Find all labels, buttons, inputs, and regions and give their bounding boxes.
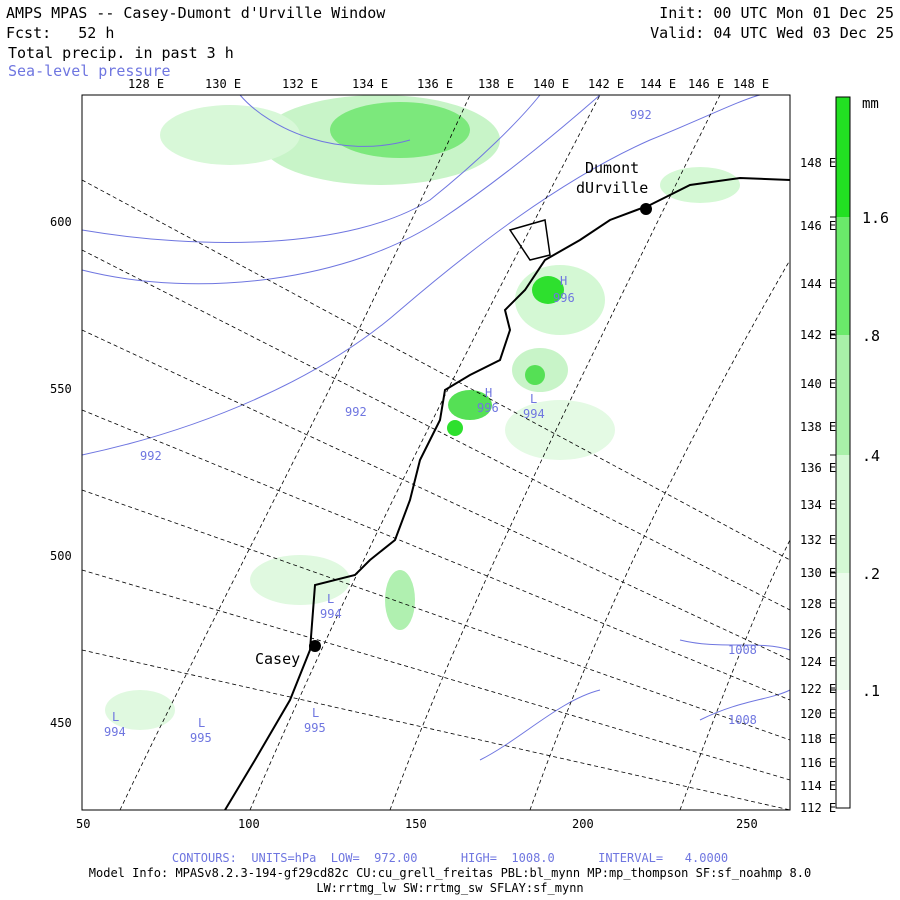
colorbar-swatch [836, 690, 850, 808]
pressure-label: 995 [190, 731, 212, 745]
pressure-labels: 992 992 992 H 996 H 996 L 994 L 994 L 99… [104, 108, 757, 745]
pressure-label: L [530, 392, 537, 406]
model-info: Model Info: MPASv8.2.3-194-gf29cd82c CU:… [88, 866, 812, 880]
precip-shading [105, 95, 740, 730]
y-tick-label: 550 [50, 382, 72, 396]
pressure-label: 992 [630, 108, 652, 122]
latlon-grid [81, 94, 791, 811]
pressure-label: 996 [553, 291, 575, 305]
right-lon-label: 136 E [800, 461, 836, 475]
top-lon-label: 148 E [733, 77, 769, 91]
pressure-label: 992 [345, 405, 367, 419]
pressure-label: 994 [523, 407, 545, 421]
right-lon-labels: 148 E 146 E 144 E 142 E 140 E 138 E 136 … [800, 156, 836, 815]
right-lon-label: 132 E [800, 533, 836, 547]
ice-shelf-outline [508, 219, 551, 261]
right-lon-label: 140 E [800, 377, 836, 391]
colorbar-label: .1 [862, 682, 880, 700]
x-tick-label: 150 [405, 817, 427, 831]
top-lon-label: 136 E [417, 77, 453, 91]
valid-time: Valid: 04 UTC Wed 03 Dec 25 [650, 24, 894, 42]
x-axis-labels: 50 100 150 200 250 [76, 817, 758, 831]
x-tick-label: 200 [572, 817, 594, 831]
pressure-label: 994 [320, 607, 342, 621]
top-lon-label: 130 E [205, 77, 241, 91]
top-lon-label: 134 E [352, 77, 388, 91]
dumont-durville-marker [640, 203, 652, 215]
forecast-hour: Fcst: 52 h [6, 24, 115, 42]
casey-label: Casey [255, 650, 300, 668]
top-lon-label: 132 E [282, 77, 318, 91]
durville-label: dUrville [576, 179, 648, 197]
right-lon-label: 130 E [800, 566, 836, 580]
colorbar-swatch [836, 97, 850, 217]
pressure-label: 994 [104, 725, 126, 739]
init-time: Init: 00 UTC Mon 01 Dec 25 [659, 4, 894, 22]
right-lon-label: 128 E [800, 597, 836, 611]
top-lon-label: 140 E [533, 77, 569, 91]
plot-frame [81, 94, 791, 811]
colorbar: mm 1.6 .8 .4 .2 .1 [830, 96, 889, 809]
right-lon-label: 124 E [800, 655, 836, 669]
y-tick-label: 450 [50, 716, 72, 730]
pressure-label: L [312, 706, 319, 720]
right-lon-label: 134 E [800, 498, 836, 512]
pressure-label: 995 [304, 721, 326, 735]
right-lon-label: 146 E [800, 219, 836, 233]
top-lon-label: 146 E [688, 77, 724, 91]
x-tick-label: 50 [76, 817, 90, 831]
dumont-label: Dumont [585, 159, 639, 177]
right-lon-label: 138 E [800, 420, 836, 434]
colorbar-label: .2 [862, 565, 880, 583]
pressure-label: 1008 [728, 713, 757, 727]
colorbar-swatch [836, 455, 850, 573]
right-lon-label: 148 E [800, 156, 836, 170]
colorbar-label: .8 [862, 327, 880, 345]
y-tick-label: 600 [50, 215, 72, 229]
pressure-label: 996 [477, 401, 499, 415]
y-tick-label: 500 [50, 549, 72, 563]
right-lon-label: 118 E [800, 732, 836, 746]
model-info-line2: LW:rrtmg_lw SW:rrtmg_sw SFLAY:sf_mynn [316, 881, 584, 895]
x-tick-label: 100 [238, 817, 260, 831]
right-lon-label: 114 E [800, 779, 836, 793]
contour-info: CONTOURS: UNITS=hPa LOW= 972.00 HIGH= 10… [171, 851, 729, 865]
right-lon-label: 126 E [800, 627, 836, 641]
x-tick-label: 250 [736, 817, 758, 831]
colorbar-label: 1.6 [862, 209, 889, 227]
colorbar-swatch [836, 573, 850, 690]
right-lon-label: 144 E [800, 277, 836, 291]
colorbar-swatch [836, 335, 850, 455]
top-lon-label: 128 E [128, 77, 164, 91]
top-lon-labels: 128 E 130 E 132 E 134 E 136 E 138 E 140 … [128, 77, 769, 91]
pressure-label: 992 [140, 449, 162, 463]
pressure-label: H [485, 386, 492, 400]
top-lon-label: 144 E [640, 77, 676, 91]
right-lon-label: 142 E [800, 328, 836, 342]
pressure-label: H [560, 274, 567, 288]
pressure-label: L [198, 716, 205, 730]
pressure-label: L [327, 592, 334, 606]
right-lon-label: 120 E [800, 707, 836, 721]
top-lon-label: 138 E [478, 77, 514, 91]
right-lon-label: 112 E [800, 801, 836, 815]
colorbar-unit: mm [862, 96, 879, 112]
right-lon-label: 122 E [800, 682, 836, 696]
pressure-label: 1008 [728, 643, 757, 657]
plot-title: AMPS MPAS -- Casey-Dumont d'Urville Wind… [6, 4, 386, 22]
colorbar-swatch [836, 217, 850, 335]
casey-marker [309, 640, 321, 652]
y-axis-labels: 600 550 500 450 [50, 215, 72, 730]
right-lon-label: 116 E [800, 756, 836, 770]
pressure-label: L [112, 710, 119, 724]
field-precip-label: Total precip. in past 3 h [8, 44, 234, 62]
coastline [224, 176, 791, 811]
pressure-contours [81, 94, 791, 761]
colorbar-label: .4 [862, 447, 880, 465]
top-lon-label: 142 E [588, 77, 624, 91]
field-pressure-label: Sea-level pressure [8, 62, 171, 80]
